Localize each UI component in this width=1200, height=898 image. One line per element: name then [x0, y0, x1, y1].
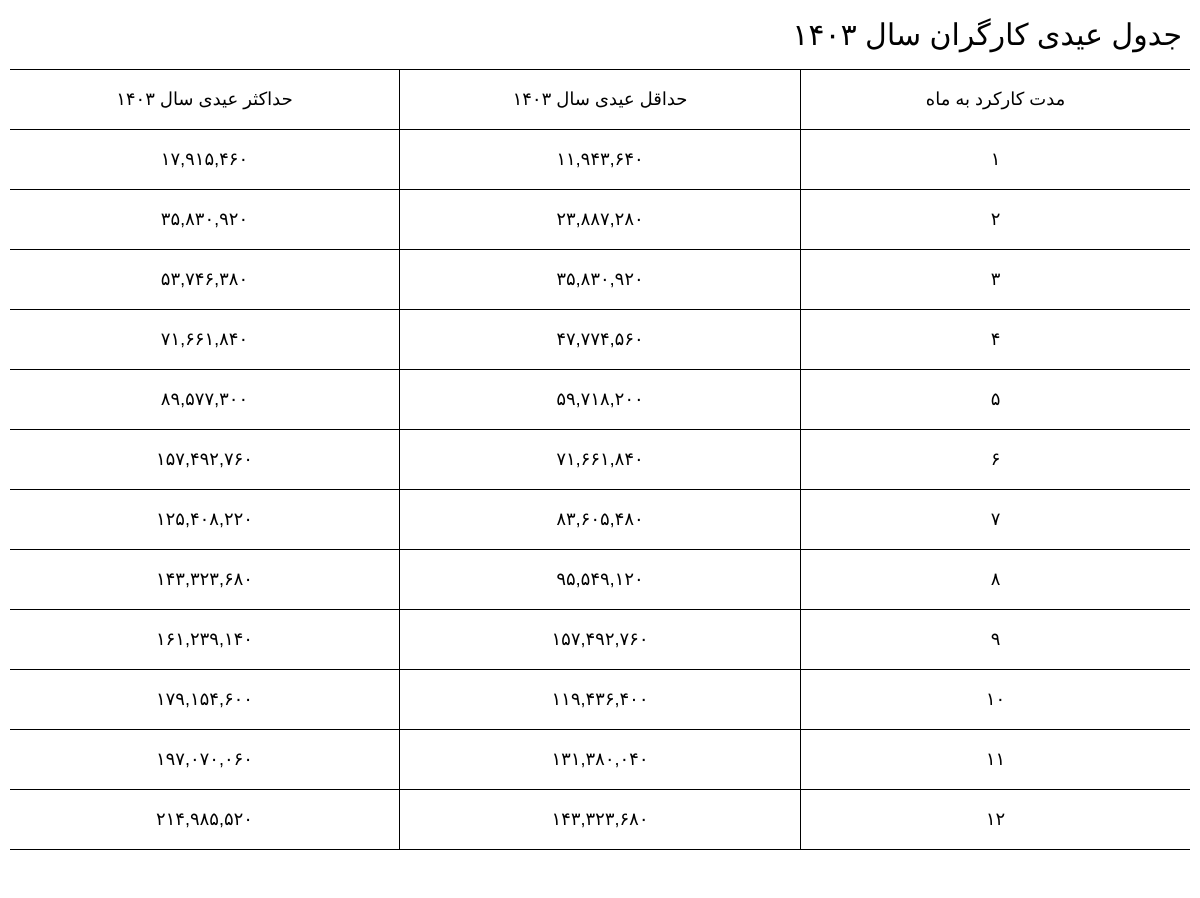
cell-min: ۱۵۷,۴۹۲,۷۶۰ — [399, 610, 800, 670]
cell-month: ۷ — [801, 490, 1190, 550]
cell-max: ۷۱,۶۶۱,۸۴۰ — [10, 310, 399, 370]
cell-month: ۵ — [801, 370, 1190, 430]
col-header-max: حداکثر عیدی سال ۱۴۰۳ — [10, 70, 399, 130]
cell-month: ۳ — [801, 250, 1190, 310]
cell-month: ۹ — [801, 610, 1190, 670]
cell-min: ۱۱۹,۴۳۶,۴۰۰ — [399, 670, 800, 730]
table-row: ۶ ۷۱,۶۶۱,۸۴۰ ۱۵۷,۴۹۲,۷۶۰ — [10, 430, 1190, 490]
table-row: ۹ ۱۵۷,۴۹۲,۷۶۰ ۱۶۱,۲۳۹,۱۴۰ — [10, 610, 1190, 670]
table-row: ۸ ۹۵,۵۴۹,۱۲۰ ۱۴۳,۳۲۳,۶۸۰ — [10, 550, 1190, 610]
cell-min: ۳۵,۸۳۰,۹۲۰ — [399, 250, 800, 310]
table-header-row: مدت کارکرد به ماه حداقل عیدی سال ۱۴۰۳ حد… — [10, 70, 1190, 130]
cell-min: ۹۵,۵۴۹,۱۲۰ — [399, 550, 800, 610]
cell-min: ۷۱,۶۶۱,۸۴۰ — [399, 430, 800, 490]
table-row: ۳ ۳۵,۸۳۰,۹۲۰ ۵۳,۷۴۶,۳۸۰ — [10, 250, 1190, 310]
cell-month: ۶ — [801, 430, 1190, 490]
cell-month: ۱۲ — [801, 790, 1190, 850]
eydi-table: مدت کارکرد به ماه حداقل عیدی سال ۱۴۰۳ حد… — [10, 69, 1190, 850]
cell-max: ۸۹,۵۷۷,۳۰۰ — [10, 370, 399, 430]
cell-month: ۴ — [801, 310, 1190, 370]
cell-max: ۱۷,۹۱۵,۴۶۰ — [10, 130, 399, 190]
table-row: ۵ ۵۹,۷۱۸,۲۰۰ ۸۹,۵۷۷,۳۰۰ — [10, 370, 1190, 430]
page-title: جدول عیدی کارگران سال ۱۴۰۳ — [18, 18, 1182, 53]
col-header-month: مدت کارکرد به ماه — [801, 70, 1190, 130]
cell-min: ۴۷,۷۷۴,۵۶۰ — [399, 310, 800, 370]
cell-month: ۸ — [801, 550, 1190, 610]
cell-max: ۱۵۷,۴۹۲,۷۶۰ — [10, 430, 399, 490]
cell-max: ۱۴۳,۳۲۳,۶۸۰ — [10, 550, 399, 610]
cell-min: ۲۳,۸۸۷,۲۸۰ — [399, 190, 800, 250]
cell-min: ۱۱,۹۴۳,۶۴۰ — [399, 130, 800, 190]
cell-month: ۱ — [801, 130, 1190, 190]
table-row: ۱۰ ۱۱۹,۴۳۶,۴۰۰ ۱۷۹,۱۵۴,۶۰۰ — [10, 670, 1190, 730]
cell-min: ۵۹,۷۱۸,۲۰۰ — [399, 370, 800, 430]
cell-month: ۱۱ — [801, 730, 1190, 790]
col-header-min: حداقل عیدی سال ۱۴۰۳ — [399, 70, 800, 130]
cell-max: ۱۲۵,۴۰۸,۲۲۰ — [10, 490, 399, 550]
table-row: ۷ ۸۳,۶۰۵,۴۸۰ ۱۲۵,۴۰۸,۲۲۰ — [10, 490, 1190, 550]
table-row: ۱ ۱۱,۹۴۳,۶۴۰ ۱۷,۹۱۵,۴۶۰ — [10, 130, 1190, 190]
cell-max: ۲۱۴,۹۸۵,۵۲۰ — [10, 790, 399, 850]
cell-max: ۳۵,۸۳۰,۹۲۰ — [10, 190, 399, 250]
cell-max: ۱۹۷,۰۷۰,۰۶۰ — [10, 730, 399, 790]
table-row: ۴ ۴۷,۷۷۴,۵۶۰ ۷۱,۶۶۱,۸۴۰ — [10, 310, 1190, 370]
cell-min: ۱۳۱,۳۸۰,۰۴۰ — [399, 730, 800, 790]
cell-max: ۵۳,۷۴۶,۳۸۰ — [10, 250, 399, 310]
cell-min: ۱۴۳,۳۲۳,۶۸۰ — [399, 790, 800, 850]
cell-month: ۱۰ — [801, 670, 1190, 730]
table-row: ۲ ۲۳,۸۸۷,۲۸۰ ۳۵,۸۳۰,۹۲۰ — [10, 190, 1190, 250]
cell-max: ۱۶۱,۲۳۹,۱۴۰ — [10, 610, 399, 670]
cell-max: ۱۷۹,۱۵۴,۶۰۰ — [10, 670, 399, 730]
cell-month: ۲ — [801, 190, 1190, 250]
table-row: ۱۱ ۱۳۱,۳۸۰,۰۴۰ ۱۹۷,۰۷۰,۰۶۰ — [10, 730, 1190, 790]
cell-min: ۸۳,۶۰۵,۴۸۰ — [399, 490, 800, 550]
table-row: ۱۲ ۱۴۳,۳۲۳,۶۸۰ ۲۱۴,۹۸۵,۵۲۰ — [10, 790, 1190, 850]
